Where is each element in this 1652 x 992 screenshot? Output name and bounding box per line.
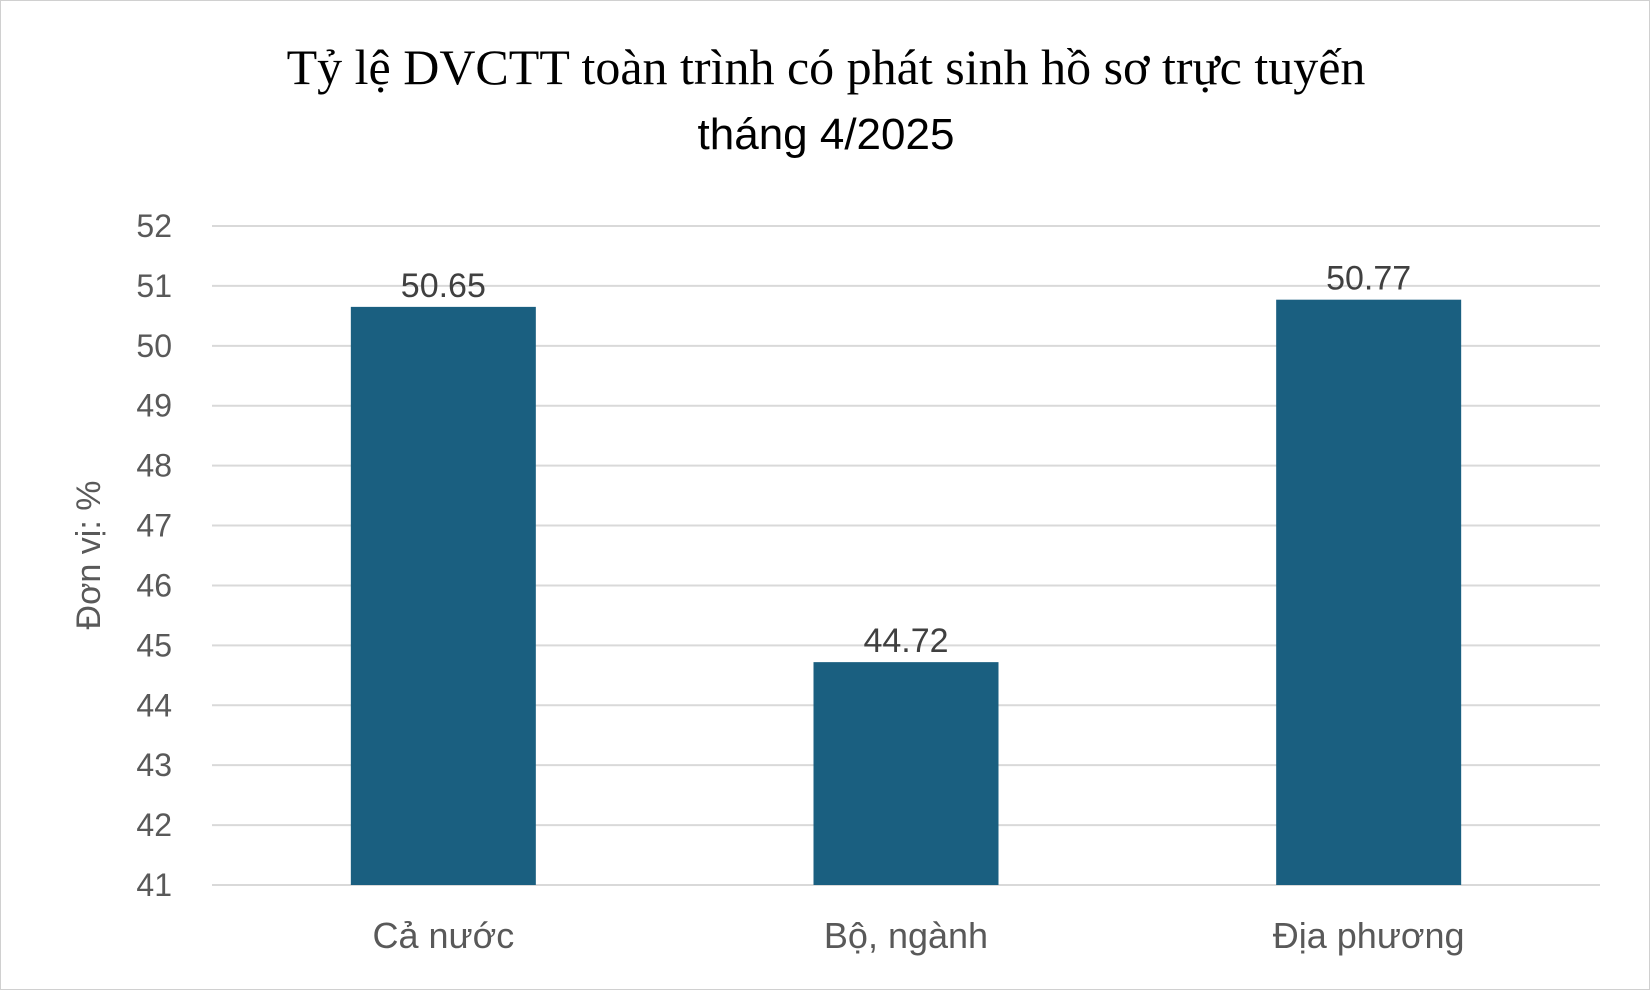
category-label: Địa phương [1273,915,1465,956]
bar [350,306,536,885]
category-label: Cả nước [372,915,514,956]
y-tick-label: 41 [136,867,172,903]
y-tick-label: 47 [136,508,172,544]
data-label: 50.77 [1326,260,1411,298]
chart-subtitle: tháng 4/2025 [697,110,955,159]
y-tick-label: 52 [136,208,172,244]
y-tick-label: 44 [136,687,172,723]
bar [813,662,999,885]
bars [350,299,1462,885]
y-tick-label: 50 [136,328,172,364]
y-tick-label: 46 [136,567,172,603]
y-tick-label: 49 [136,388,172,424]
y-axis-ticks: 41 42 43 44 45 46 47 48 49 50 51 52 [136,208,172,903]
y-tick-label: 51 [136,268,172,304]
data-label: 44.72 [863,622,948,660]
x-axis-categories: Cả nước Bộ, ngành Địa phương [372,915,1464,956]
category-label: Bộ, ngành [824,915,988,956]
data-labels: 50.65 44.72 50.77 [401,260,1411,660]
bar [1276,299,1462,885]
y-axis-label: Đơn vị: % [70,481,108,630]
data-label: 50.65 [401,267,486,305]
chart-title: Tỷ lệ DVCTT toàn trình có phát sinh hồ s… [286,39,1366,95]
y-tick-label: 42 [136,807,172,843]
y-tick-label: 48 [136,448,172,484]
y-tick-label: 45 [136,627,172,663]
y-tick-label: 43 [136,747,172,783]
